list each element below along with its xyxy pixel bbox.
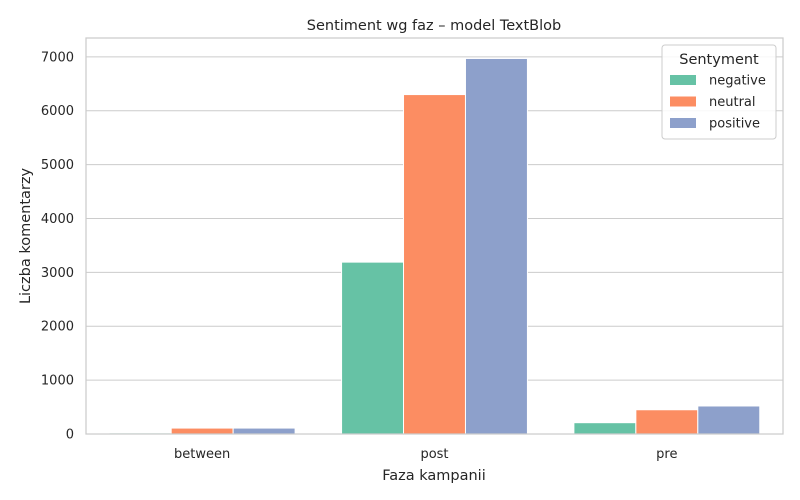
x-tick-label: pre [656, 447, 677, 462]
bar-neutral-post [403, 94, 466, 435]
legend-box [661, 44, 777, 140]
bar-neutral-pre [635, 409, 699, 435]
chart-title: Sentiment wg faz – model TextBlob [307, 18, 561, 34]
bar-negative-pre [573, 422, 637, 435]
legend-swatch-negative [670, 75, 696, 85]
y-tick-label: 4000 [41, 212, 74, 227]
bar-negative-post [341, 261, 405, 435]
legend: Sentyment negative neutral positive [661, 44, 777, 140]
bar-positive-post [464, 57, 528, 435]
y-tick-label: 5000 [41, 158, 74, 173]
plot-frame [85, 37, 784, 435]
y-tick-label: 2000 [41, 320, 74, 335]
y-tick-labels: 0 1000 2000 3000 4000 5000 6000 7000 [41, 50, 74, 442]
y-tick-label: 3000 [41, 266, 74, 281]
legend-swatch-positive [670, 118, 696, 128]
x-axis-title: Faza kampanii [382, 468, 486, 484]
legend-swatch-neutral [670, 96, 696, 107]
y-tick-label: 6000 [41, 104, 74, 119]
legend-label-positive: positive [709, 117, 760, 132]
y-tick-label: 7000 [41, 50, 74, 65]
legend-label-neutral: neutral [709, 95, 756, 110]
y-tick-label: 1000 [41, 374, 74, 389]
x-tick-label: between [174, 447, 230, 462]
bar-neutral-between [170, 427, 234, 435]
y-tick-label: 0 [66, 428, 74, 443]
bars [108, 57, 761, 435]
x-tick-label: post [420, 447, 448, 462]
bar-positive-pre [697, 405, 761, 435]
y-axis-title: Liczba komentarzy [18, 168, 34, 305]
legend-label-negative: negative [709, 74, 766, 89]
x-tick-labels: between post pre [174, 447, 677, 462]
bar-positive-between [232, 427, 296, 435]
legend-title: Sentyment [679, 52, 759, 68]
